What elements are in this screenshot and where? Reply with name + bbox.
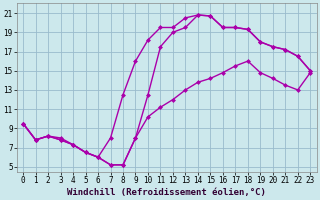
X-axis label: Windchill (Refroidissement éolien,°C): Windchill (Refroidissement éolien,°C) <box>67 188 266 197</box>
